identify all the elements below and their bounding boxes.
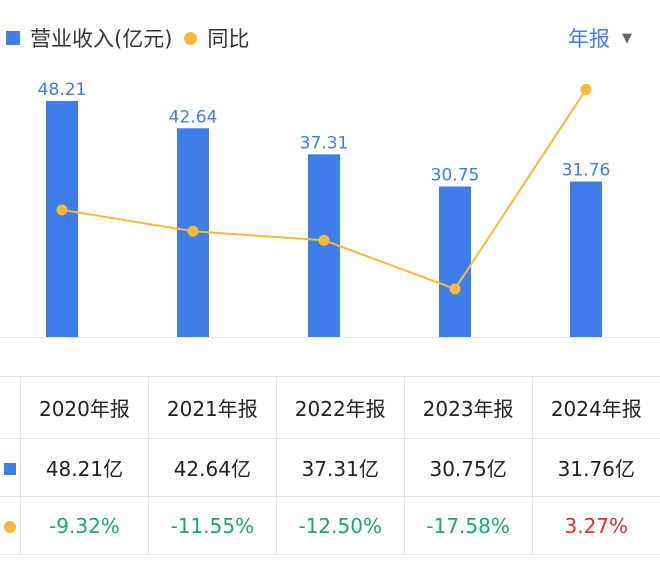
- yoy-cell: 3.27%: [531, 496, 660, 555]
- revenue-bar: [570, 181, 602, 337]
- yoy-cell: -11.55%: [147, 496, 277, 555]
- revenue-marker-square: [4, 462, 16, 475]
- yoy-point: [187, 225, 199, 237]
- yoy-point: [318, 234, 330, 246]
- header-marker-cell: [0, 376, 21, 439]
- table-row-revenue: 48.21亿 42.64亿 37.31亿 30.75亿 31.76亿: [0, 438, 660, 497]
- header-cell: 2024年报: [531, 376, 660, 439]
- revenue-cell: 37.31亿: [275, 438, 405, 497]
- revenue-legend-marker: [6, 31, 20, 45]
- revenue-bar: [46, 101, 78, 337]
- yoy-legend-marker: [184, 31, 198, 45]
- table-header-row: 2020年报 2021年报 2022年报 2023年报 2024年报: [0, 376, 660, 439]
- yoy-point: [56, 204, 68, 216]
- yoy-marker-dot: [4, 520, 16, 533]
- data-table: 2020年报 2021年报 2022年报 2023年报 2024年报 48.21…: [0, 376, 660, 555]
- period-selector[interactable]: 年报 ▼: [568, 22, 632, 54]
- bar-value-label: 30.75: [431, 165, 480, 185]
- bar-value-label: 37.31: [300, 133, 349, 153]
- revenue-bar: [439, 186, 471, 337]
- table-row-yoy: -9.32% -11.55% -12.50% -17.58% 3.27%: [0, 496, 660, 555]
- dropdown-triangle-icon: ▼: [622, 30, 632, 46]
- revenue-row-marker: [0, 438, 21, 497]
- bar-value-label: 48.21: [38, 80, 87, 100]
- revenue-legend-label: 营业收入(亿元): [30, 27, 173, 51]
- revenue-cell: 31.76亿: [531, 438, 660, 497]
- yoy-cell: -17.58%: [403, 496, 533, 555]
- revenue-cell: 42.64亿: [147, 438, 277, 497]
- legend: 营业收入(亿元) 同比: [0, 22, 249, 54]
- yoy-row-marker: [0, 496, 21, 555]
- revenue-chart: 48.21 42.64 37.31 30.75 31.76: [0, 80, 660, 338]
- yoy-cell: -12.50%: [275, 496, 405, 555]
- header-cell: 2022年报: [275, 376, 405, 439]
- revenue-cell: 30.75亿: [403, 438, 533, 497]
- revenue-cell: 48.21亿: [20, 438, 149, 497]
- yoy-point: [580, 84, 592, 96]
- period-selector-label: 年报: [568, 27, 610, 51]
- header-cell: 2021年报: [147, 376, 277, 439]
- bar-value-label: 31.76: [562, 161, 611, 181]
- bar-value-label: 42.64: [169, 107, 218, 127]
- yoy-cell: -9.32%: [20, 496, 149, 555]
- yoy-point: [449, 283, 461, 295]
- header-cell: 2020年报: [20, 376, 149, 439]
- yoy-legend-label: 同比: [207, 27, 250, 51]
- header-cell: 2023年报: [403, 376, 533, 439]
